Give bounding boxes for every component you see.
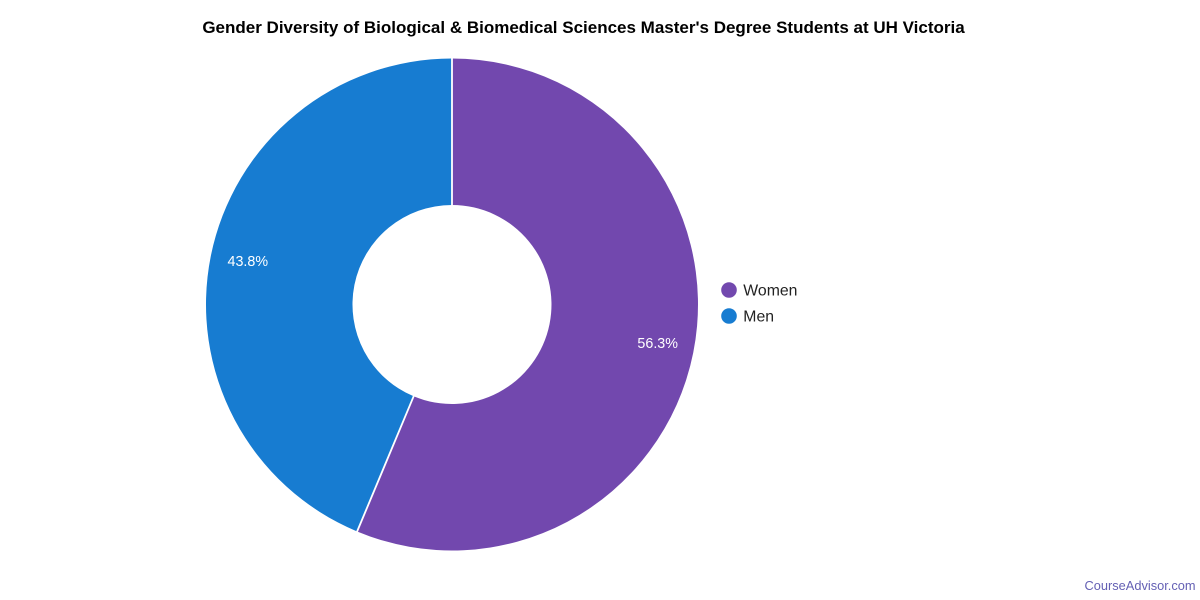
svg-text:Women: Women — [743, 282, 797, 299]
svg-text:56.3%: 56.3% — [637, 336, 678, 352]
svg-text:43.8%: 43.8% — [228, 254, 269, 270]
svg-text:Men: Men — [743, 308, 774, 325]
